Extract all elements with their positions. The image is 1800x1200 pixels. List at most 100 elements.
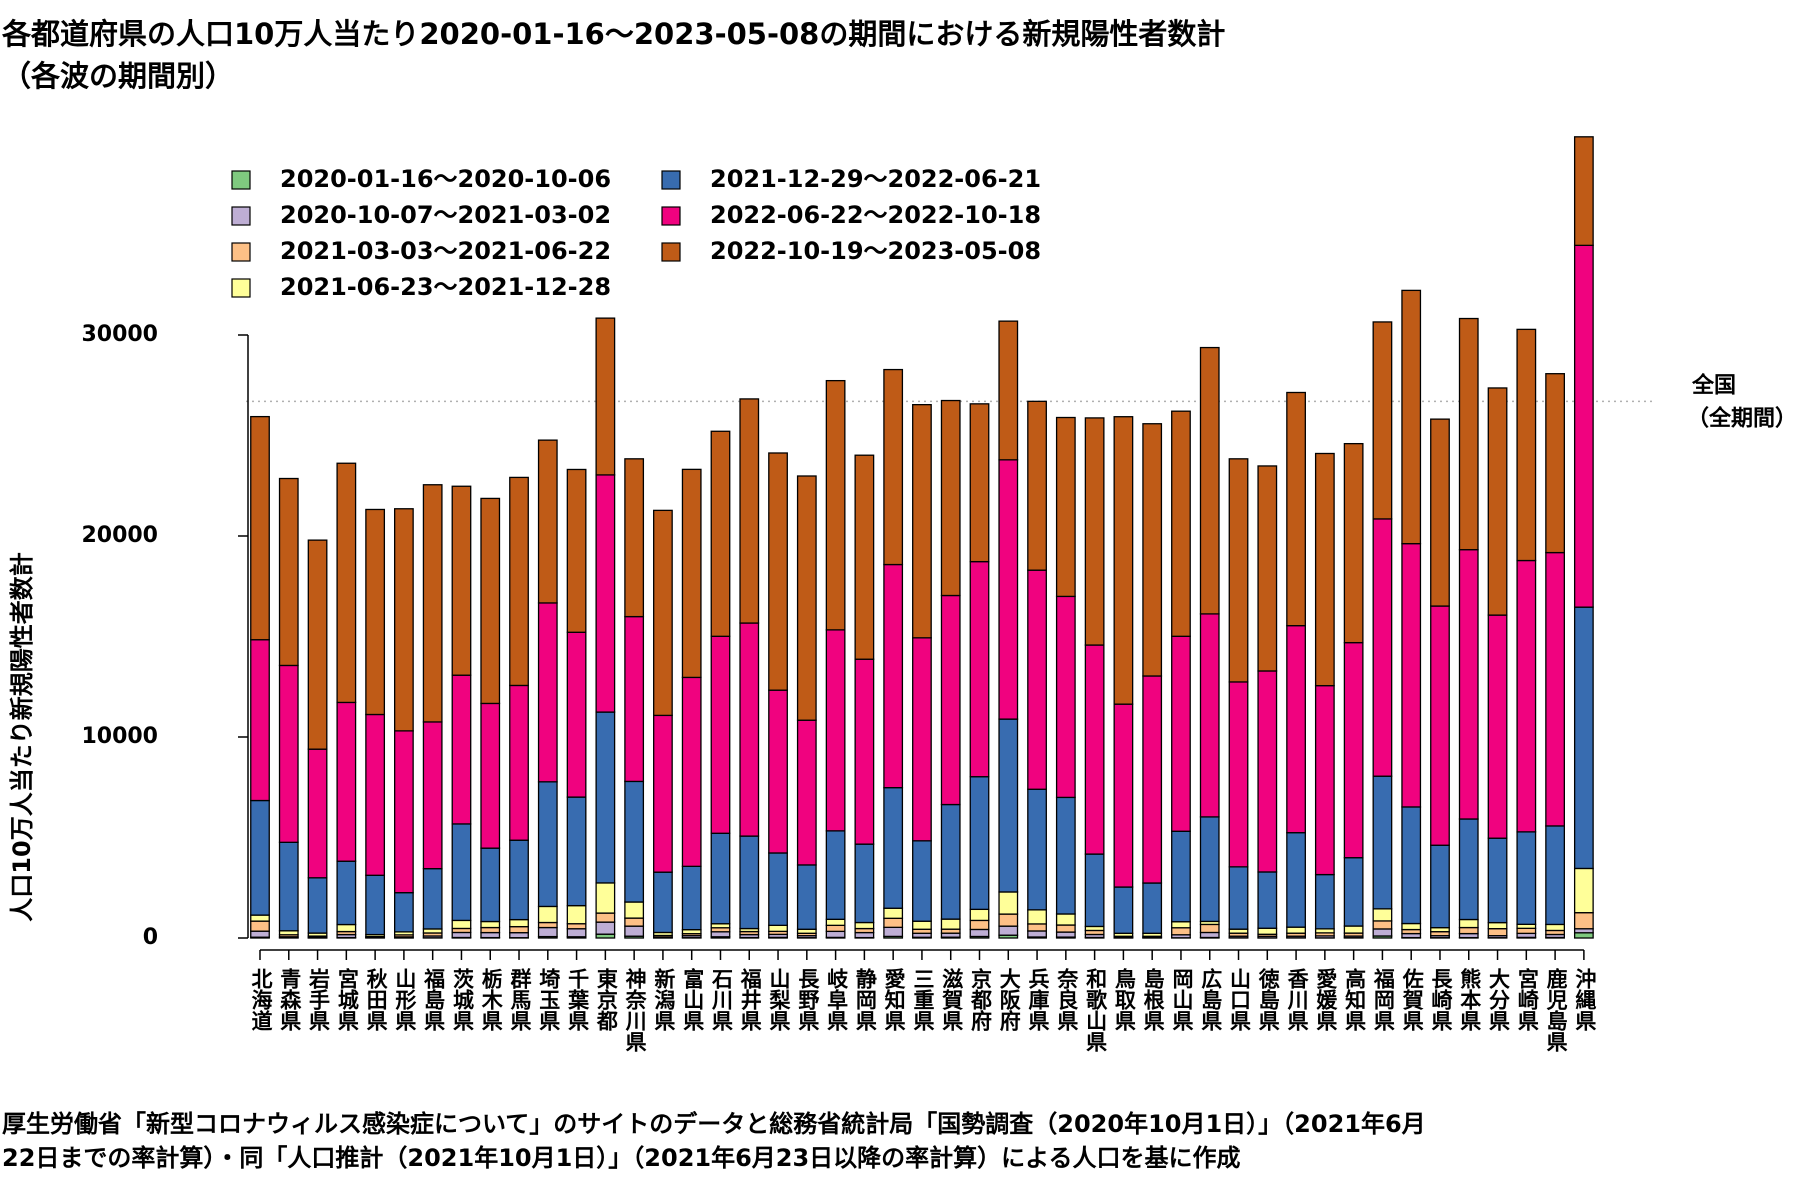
bar-segment: [883, 368, 904, 566]
bar-segment: [998, 718, 1019, 893]
bar-segment: [854, 658, 875, 845]
bar-segment: [624, 901, 645, 919]
bar-segment: [509, 684, 529, 841]
bar-segment: [278, 841, 299, 932]
x-tick-label: 滋賀県: [940, 967, 965, 1031]
bar-segment: [768, 852, 788, 926]
bar-stack: [480, 497, 501, 939]
bar-segment: [1257, 871, 1278, 929]
bar-stack: [912, 403, 932, 939]
bar-segment: [1314, 873, 1335, 930]
legend-swatch: [231, 206, 251, 226]
bar-stack: [509, 476, 529, 939]
bar-segment: [1199, 923, 1220, 934]
x-tick-label: 宮崎県: [1515, 967, 1539, 1031]
bar-segment: [451, 674, 472, 825]
bar-segment: [307, 539, 328, 750]
bar-segment: [509, 932, 529, 939]
bar-stack: [365, 508, 386, 939]
bar-segment: [595, 921, 616, 935]
bar-stack: [825, 379, 846, 939]
bar-segment: [1257, 927, 1278, 935]
bar-segment: [1314, 684, 1335, 876]
bar-segment: [912, 637, 932, 842]
bar-segment: [1458, 926, 1479, 935]
x-tick-label: 秋田県: [364, 968, 388, 1031]
bar-segment: [1257, 465, 1278, 672]
bar-segment: [1142, 675, 1163, 884]
legend-swatch: [661, 242, 681, 262]
bar-segment: [1027, 930, 1047, 938]
x-tick-label: 岐阜県: [825, 967, 849, 1031]
y-axis-label: 人口10万人当たり新規陽性者数計: [8, 552, 36, 921]
bar-segment: [940, 399, 961, 597]
bar-segment: [393, 508, 414, 732]
bar-stack: [969, 403, 990, 939]
bar-segment: [480, 926, 501, 934]
bar-segment: [710, 832, 731, 925]
x-tick-label: 山梨県: [767, 968, 791, 1031]
x-tick-label: 鹿児島県: [1544, 967, 1569, 1052]
bar-segment: [1027, 400, 1047, 571]
bar-stack: [1487, 387, 1508, 939]
bar-segment: [1257, 670, 1278, 873]
bar-segment: [998, 320, 1019, 461]
bar-stack: [998, 320, 1019, 939]
bar-stack: [1343, 442, 1364, 939]
bar-segment: [595, 474, 616, 713]
bar-segment: [912, 920, 932, 930]
bar-segment: [1573, 912, 1594, 930]
bar-segment: [595, 882, 616, 914]
bar-segment: [365, 508, 386, 716]
bar-segment: [768, 452, 788, 691]
bar-segment: [653, 714, 673, 873]
bar-segment: [1199, 346, 1220, 615]
bar-segment: [336, 923, 357, 933]
bar-stack: [250, 415, 270, 939]
bar-segment: [854, 921, 875, 930]
bar-segment: [1573, 867, 1594, 914]
bar-segment: [825, 629, 846, 832]
x-tick-label: 福井県: [738, 968, 763, 1031]
x-tick-label: 熊本県: [1458, 967, 1482, 1031]
bar-segment: [1228, 866, 1249, 930]
bar-segment: [739, 835, 760, 930]
bar-segment: [566, 928, 587, 938]
bar-segment: [653, 871, 673, 934]
x-tick-label: 山形県: [393, 968, 417, 1031]
bar-segment: [940, 594, 961, 806]
bar-segment: [422, 868, 443, 930]
bar-stack: [1084, 417, 1105, 939]
bar-segment: [854, 454, 875, 660]
bar-segment: [1343, 857, 1364, 927]
x-axis: 北海道 青森県 岩手県 宮城県 秋田県 山形県 福島県 茨城県 栃木県 群馬県 埼玉県 千葉県 東京都神…: [249, 949, 1597, 1052]
bar-segment: [1372, 920, 1393, 930]
bar-segment: [912, 840, 932, 922]
bar-segment: [1401, 542, 1422, 808]
source-note-line-1: 厚生労働省「新型コロナウィルス感染症について」のサイトのデータと総務省統計局「国…: [2, 1110, 1426, 1138]
x-tick-label: 愛知県: [882, 967, 906, 1031]
x-tick-label: 石川県: [709, 968, 734, 1031]
bar-stack: [940, 399, 961, 939]
legend-swatch: [661, 206, 681, 226]
bar-segment: [998, 459, 1019, 720]
bar-segment: [451, 485, 472, 676]
bar-segment: [1401, 922, 1422, 931]
bar-segment: [1458, 317, 1479, 551]
bar-stack: [883, 368, 904, 939]
bar-stack: [624, 458, 645, 939]
bar-stack: [451, 485, 472, 939]
x-tick-label: 長野県: [796, 968, 820, 1031]
bar-stack: [1430, 418, 1450, 939]
bar-segment: [509, 925, 529, 934]
x-tick-label: 島根県: [1141, 967, 1165, 1031]
bar-stack: [1142, 423, 1163, 939]
legend: 2020-01-16〜2020-10-06 2020-10-07〜2021-03-…: [231, 165, 1041, 301]
y-tick-label: 0: [143, 925, 158, 950]
bar-segment: [1545, 923, 1565, 932]
bar-segment: [1545, 551, 1565, 827]
bar-stack: [854, 454, 875, 939]
bar-segment: [796, 864, 817, 930]
x-tick-label: 大分県: [1487, 968, 1511, 1031]
x-tick-label: 鳥取県: [1112, 967, 1136, 1031]
